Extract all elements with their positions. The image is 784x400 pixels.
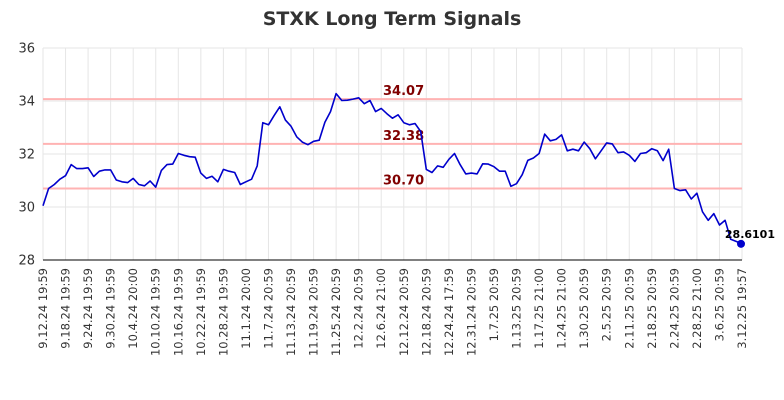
x-tick-label: 2.28.25 21:00 xyxy=(690,268,704,349)
x-tick-label: 10.28.24 19:59 xyxy=(216,268,230,356)
x-tick-label: 1.7.25 20:59 xyxy=(487,268,501,341)
x-tick-label: 2.18.25 20:59 xyxy=(645,268,659,349)
level-label: 30.70 xyxy=(383,173,424,188)
x-tick-label: 11.19.24 20:59 xyxy=(307,268,321,356)
x-tick-label: 1.24.25 21:00 xyxy=(555,268,569,349)
last-point-marker xyxy=(737,239,745,248)
x-tick-label: 11.1.24 20:00 xyxy=(239,268,253,349)
x-tick-label: 9.24.24 19:59 xyxy=(81,268,95,349)
x-tick-label: 12.18.24 20:59 xyxy=(419,268,433,356)
x-tick-label: 9.18.24 19:59 xyxy=(59,268,73,349)
x-tick-label: 9.12.24 19:59 xyxy=(36,268,50,349)
y-tick-label: 30 xyxy=(18,201,35,216)
x-tick-label: 2.24.25 20:59 xyxy=(667,268,681,349)
x-tick-label: 12.31.24 20:59 xyxy=(464,268,478,356)
x-tick-label: 3.6.25 20:59 xyxy=(712,268,726,341)
x-tick-label: 2.5.25 20:59 xyxy=(600,268,614,341)
x-tick-label: 12.2.24 20:59 xyxy=(352,268,366,349)
y-tick-label: 36 xyxy=(18,42,35,57)
x-tick-label: 2.11.25 20:59 xyxy=(622,268,636,349)
x-tick-label: 11.25.24 20:59 xyxy=(329,268,343,356)
x-tick-label: 10.22.24 19:59 xyxy=(194,268,208,356)
x-tick-label: 3.12.25 19:57 xyxy=(735,268,749,349)
x-tick-label: 11.7.24 20:59 xyxy=(261,268,275,349)
series xyxy=(42,92,743,245)
y-tick-label: 32 xyxy=(18,148,35,163)
x-tick-labels: 9.12.24 19:59 9.18.24 19:59 9.24.24 19:59 9… xyxy=(36,268,749,356)
signal-levels: 34.07 32.38 30.70 xyxy=(43,84,742,190)
x-tick-label: 1.17.25 21:00 xyxy=(532,268,546,349)
x-tick-label: 10.10.24 19:59 xyxy=(149,268,163,356)
x-tick-label: 1.13.25 20:59 xyxy=(510,268,524,349)
x-tick-label: 12.12.24 20:59 xyxy=(397,268,411,356)
x-tick-label: 11.13.24 20:59 xyxy=(284,268,298,356)
y-tick-label: 28 xyxy=(18,254,35,269)
x-tick-label: 9.30.24 19:59 xyxy=(104,268,118,349)
x-tick-label: 12.6.24 21:00 xyxy=(374,268,388,349)
last-point: 28.6101 xyxy=(725,228,775,248)
x-tick-label: 10.4.24 20:00 xyxy=(126,268,140,349)
x-tick-label: 10.16.24 19:59 xyxy=(171,268,185,356)
y-tick-label: 34 xyxy=(18,95,35,110)
x-tick-label: 1.30.25 20:59 xyxy=(577,268,591,349)
last-point-label: 28.6101 xyxy=(725,228,775,241)
series-line xyxy=(42,92,743,245)
x-tick-label: 12.24.24 17:59 xyxy=(442,268,456,356)
chart-title: STXK Long Term Signals xyxy=(263,8,522,30)
level-label: 34.07 xyxy=(383,84,424,99)
level-label: 32.38 xyxy=(383,129,424,144)
grid xyxy=(42,47,743,261)
y-tick-labels: 28 30 32 34 36 xyxy=(18,42,35,269)
